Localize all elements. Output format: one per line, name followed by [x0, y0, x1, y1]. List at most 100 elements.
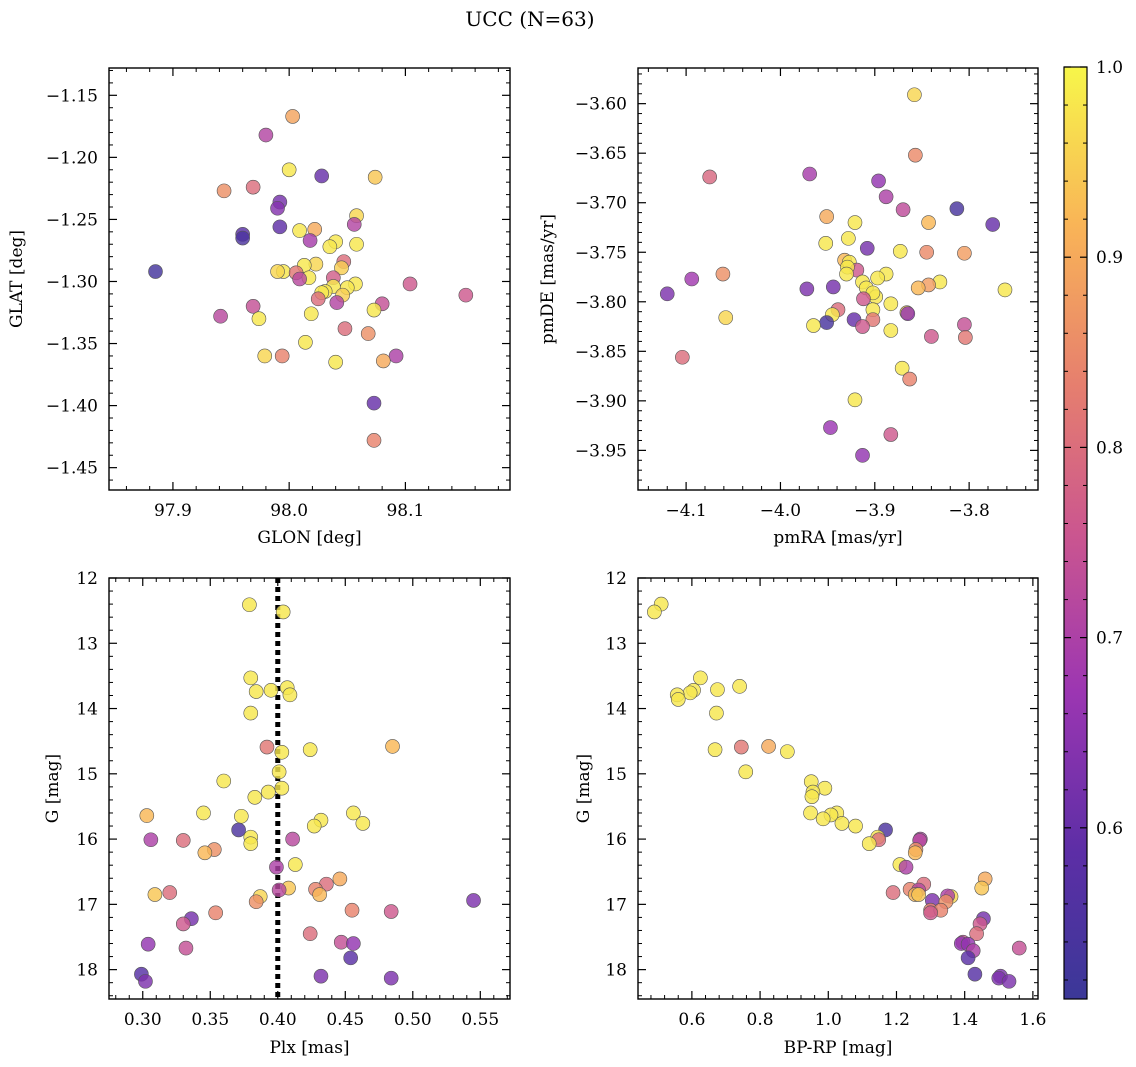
- data-point: [383, 904, 399, 919]
- data-point: [957, 245, 972, 261]
- x-tick-label: 1.2: [883, 1010, 910, 1030]
- data-point: [248, 894, 264, 910]
- colorbar-gradient: [1063, 66, 1088, 1000]
- data-point: [383, 970, 399, 986]
- y-tick-label: −3.65: [575, 144, 627, 164]
- data-point: [967, 966, 983, 982]
- data-point: [366, 433, 382, 448]
- data-point: [761, 739, 776, 754]
- data-point: [271, 882, 287, 898]
- data-point: [670, 692, 686, 707]
- data-point: [647, 604, 662, 620]
- data-points: [148, 109, 474, 448]
- data-point: [148, 264, 163, 279]
- data-point: [974, 880, 990, 896]
- data-point: [847, 215, 863, 230]
- data-point: [802, 166, 817, 182]
- colorbar: 0.6 0.7 0.8 0.9 1.0: [1063, 58, 1123, 1000]
- data-point: [242, 597, 257, 613]
- data-point: [732, 679, 747, 694]
- y-tick-label: 12: [605, 569, 627, 589]
- y-tick-label: 14: [76, 700, 98, 720]
- data-point: [139, 808, 155, 823]
- data-point: [175, 833, 191, 848]
- data-point: [285, 831, 300, 847]
- y-tick-label: −3.60: [575, 95, 627, 115]
- data-point: [898, 859, 914, 875]
- y-tick-label: −1.25: [46, 210, 98, 230]
- data-point: [895, 202, 911, 217]
- data-point: [275, 604, 291, 620]
- data-point: [298, 334, 313, 350]
- data-point: [302, 742, 318, 757]
- data-point: [196, 805, 211, 821]
- data-point: [924, 329, 939, 344]
- data-point: [332, 871, 348, 887]
- data-point: [263, 682, 279, 698]
- data-point: [213, 308, 228, 324]
- data-point: [818, 236, 834, 251]
- x-tick-label: 0.55: [461, 1010, 499, 1030]
- y-tick-label: 15: [76, 765, 98, 785]
- data-point: [819, 209, 834, 224]
- axes-frame: [108, 67, 511, 491]
- data-point: [855, 448, 870, 463]
- data-point: [346, 936, 361, 951]
- x-axis-label: GLON [deg]: [257, 528, 361, 548]
- data-point: [143, 832, 159, 848]
- data-point: [243, 705, 259, 721]
- data-point: [162, 885, 178, 900]
- data-point: [261, 784, 276, 800]
- data-point: [883, 323, 899, 338]
- data-point: [997, 282, 1013, 298]
- y-axis-label: G [mag]: [43, 754, 63, 823]
- data-point: [847, 392, 863, 408]
- data-point: [288, 857, 303, 872]
- data-point: [659, 286, 675, 302]
- x-tick-label: 0.8: [747, 1010, 774, 1030]
- data-point: [314, 168, 330, 184]
- data-point: [302, 233, 318, 248]
- data-point: [902, 371, 917, 387]
- data-point: [402, 276, 418, 292]
- data-point: [466, 893, 481, 908]
- colorbar-tick-label: 0.8: [1096, 438, 1123, 458]
- axes-frame: [637, 67, 1039, 491]
- y-tick-label: 12: [76, 569, 98, 589]
- data-point: [960, 950, 976, 966]
- x-tick-label: −3.8: [948, 501, 989, 521]
- data-points: [134, 597, 481, 989]
- axes-frame: [108, 577, 511, 1000]
- data-point: [247, 790, 263, 805]
- data-point: [258, 127, 274, 143]
- scatter-panel-1: 97.9 98.0 98.1 −1.15 −1.20 −1.25 −1.30 −1.35 −1.…: [7, 67, 511, 548]
- data-point: [856, 291, 871, 307]
- data-point: [216, 183, 232, 199]
- data-point: [848, 818, 863, 834]
- data-point: [292, 223, 307, 238]
- data-point: [271, 764, 287, 780]
- data-point: [885, 885, 901, 900]
- data-point: [709, 705, 724, 721]
- x-tick-label: 1.4: [951, 1010, 978, 1030]
- data-point: [859, 240, 875, 256]
- data-point: [957, 317, 972, 332]
- scatter-panels: 97.9 98.0 98.1 −1.15 −1.20 −1.25 −1.30 −1.35 −1.…: [7, 67, 1046, 1058]
- y-tick-label: 16: [76, 830, 98, 850]
- y-axis-label: GLAT [deg]: [7, 230, 27, 328]
- data-point: [251, 311, 267, 327]
- data-point: [349, 236, 364, 252]
- data-point: [257, 348, 273, 364]
- axes-frame: [637, 577, 1039, 1000]
- y-tick-label: −1.15: [46, 86, 98, 106]
- data-point: [1011, 940, 1027, 956]
- data-point: [245, 299, 261, 314]
- data-point: [343, 950, 358, 966]
- data-point: [684, 271, 700, 287]
- y-tick-label: 13: [605, 634, 627, 654]
- data-point: [376, 353, 391, 369]
- y-tick-label: 17: [605, 895, 627, 915]
- data-point: [360, 326, 376, 341]
- colorbar-tick-label: 0.9: [1096, 248, 1123, 268]
